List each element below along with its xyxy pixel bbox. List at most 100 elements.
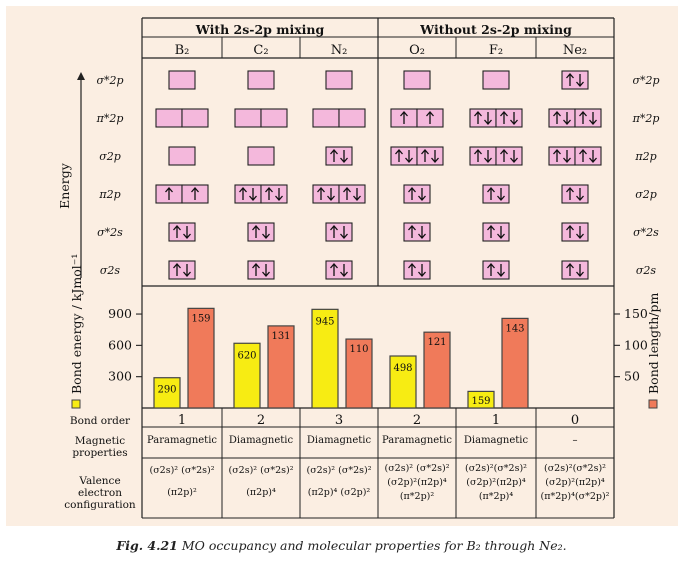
config-value: (σ2s)²(σ*2s)² xyxy=(465,463,527,474)
right-tick-label: 50 xyxy=(624,369,640,384)
orbital-box xyxy=(403,70,431,90)
arrow-head xyxy=(553,149,561,155)
bond-energy-value: 290 xyxy=(157,385,176,396)
arrow-head xyxy=(353,195,361,201)
arrow-head xyxy=(421,149,429,155)
orbital-box xyxy=(390,146,418,166)
arrow-head xyxy=(576,233,584,239)
config-value: (σ2s)²(σ*2s)² xyxy=(544,463,606,474)
bond-energy-legend-swatch xyxy=(71,399,81,409)
molecule-header: F₂ xyxy=(489,43,503,58)
arrow-head xyxy=(589,119,597,125)
orbital-box xyxy=(548,146,576,166)
arrow-head xyxy=(487,225,495,231)
orbital-box xyxy=(168,146,196,166)
bond-length-value: 159 xyxy=(191,313,210,324)
orbital-box xyxy=(325,70,353,90)
arrow-head xyxy=(330,225,338,231)
arrow-head xyxy=(343,187,351,193)
orbital-box xyxy=(325,146,353,166)
molecule-header: Ne₂ xyxy=(563,43,587,58)
config-label: configuration xyxy=(64,499,136,511)
arrow-head xyxy=(165,187,173,193)
bond-length-axis-label: Bond length/pm xyxy=(646,293,661,394)
arrow-head xyxy=(239,187,247,193)
right-tick-label: 100 xyxy=(624,337,648,352)
bond-length-bar xyxy=(187,307,215,409)
left-orbital-label: π2p xyxy=(98,188,120,201)
arrow-head xyxy=(408,225,416,231)
config-value: (σ2p)²(π2p)⁴ xyxy=(545,477,605,488)
arrow-head xyxy=(330,149,338,155)
orbital-box xyxy=(482,70,510,90)
orbital-box xyxy=(168,70,196,90)
arrow-head xyxy=(487,263,495,269)
arrow-head xyxy=(330,263,338,269)
orbital-box xyxy=(338,184,366,204)
arrow-head xyxy=(183,271,191,277)
molecule-header: C₂ xyxy=(253,43,268,58)
arrow-head xyxy=(183,233,191,239)
left-orbital-label: σ*2p xyxy=(96,74,123,87)
arrow-head xyxy=(340,233,348,239)
arrow-head xyxy=(474,111,482,117)
bond-energy-bar xyxy=(153,377,181,409)
magnetic-value: Paramagnetic xyxy=(382,435,452,446)
orbital-box xyxy=(338,108,366,128)
config-value: (π2p)² xyxy=(167,487,197,498)
orbital-box xyxy=(181,108,209,128)
orbital-box xyxy=(325,222,353,242)
bond-length-bar xyxy=(345,338,373,409)
arrow-head xyxy=(566,263,574,269)
orbital-box xyxy=(168,222,196,242)
right-orbital-label: σ*2p xyxy=(632,74,659,87)
left-orbital-label: σ2p xyxy=(99,150,121,163)
mo-diagram: With 2s-2p mixing Without 2s-2p mixing B₂ C… xyxy=(57,17,661,519)
right-orbital-label: π*2p xyxy=(632,112,660,125)
bond-order-value: 0 xyxy=(571,413,579,428)
arrow-head xyxy=(497,195,505,201)
arrow-head xyxy=(262,233,270,239)
magnetic-value: Paramagnetic xyxy=(147,435,217,446)
left-orbital-label: σ*2s xyxy=(97,226,123,239)
arrow-head xyxy=(576,81,584,87)
bond-length-value: 131 xyxy=(271,331,290,342)
magnetic-value: – xyxy=(573,435,578,446)
arrow-head xyxy=(408,263,416,269)
bond-order-value: 2 xyxy=(257,413,265,428)
arrow-head xyxy=(426,111,434,117)
orbital-box xyxy=(482,222,510,242)
arrow-head xyxy=(262,271,270,277)
config-value: (σ2p)²(π2p)⁴ xyxy=(387,477,447,488)
bond-order-value: 1 xyxy=(492,413,500,428)
arrow-head xyxy=(563,157,571,163)
orbital-box xyxy=(469,146,497,166)
config-value: (σ2s)² (σ*2s)² xyxy=(306,465,371,476)
arrow-head xyxy=(249,195,257,201)
config-value: (π2p)⁴ (σ2p)² xyxy=(308,487,371,498)
orbital-box xyxy=(561,70,589,90)
config-label: Valence xyxy=(78,475,120,487)
arrow-head xyxy=(576,271,584,277)
config-label: electron xyxy=(78,487,122,499)
arrow-head xyxy=(497,271,505,277)
magnetic-value: Diamagnetic xyxy=(464,435,529,446)
left-orbital-label: σ2s xyxy=(100,264,121,277)
left-tick-label: 600 xyxy=(108,337,132,352)
arrow-head xyxy=(340,271,348,277)
arrow-head xyxy=(317,187,325,193)
energy-axis-label: Energy xyxy=(57,162,72,209)
bond-energy-bar xyxy=(233,342,261,409)
arrow-head xyxy=(487,187,495,193)
orbital-box xyxy=(168,260,196,280)
orbital-box xyxy=(403,260,431,280)
orbital-box xyxy=(548,108,576,128)
bond-order-label: Bond order xyxy=(70,415,131,427)
orbital-box xyxy=(495,108,523,128)
right-tick-label: 150 xyxy=(624,306,648,321)
caption-text: MO occupancy and molecular properties fo… xyxy=(181,538,567,553)
bond-length-bar xyxy=(501,317,529,409)
figure-number: Fig. 4.21 xyxy=(116,538,178,553)
orbital-box xyxy=(247,222,275,242)
arrow-head xyxy=(563,119,571,125)
